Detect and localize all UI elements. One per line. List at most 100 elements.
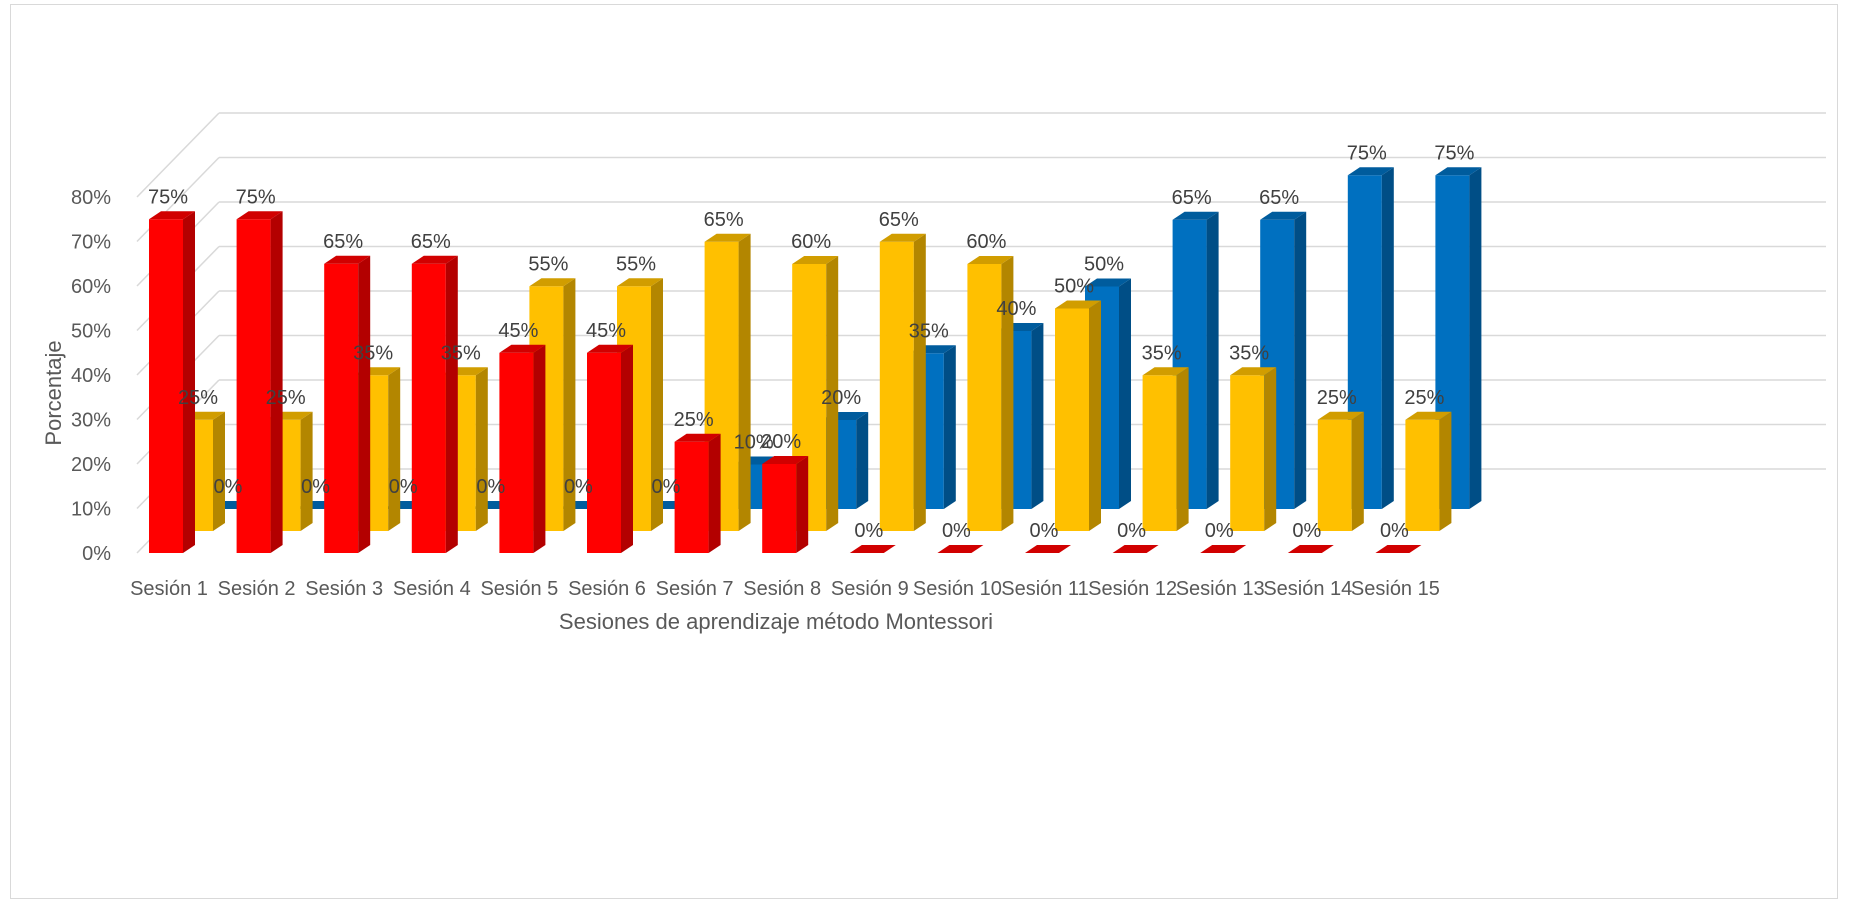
bar-top-face <box>1085 278 1131 287</box>
bars <box>149 167 1482 553</box>
data-label: 65% <box>411 231 451 253</box>
data-label: 35% <box>441 342 481 364</box>
bar-top-face <box>529 278 576 287</box>
bar-series1-1 <box>149 211 195 553</box>
bar-front-face <box>1405 419 1440 531</box>
bar-side-face <box>796 456 809 553</box>
bar-side-face <box>183 211 195 553</box>
bar-side-face <box>1176 367 1189 531</box>
x-category-label: Sesión 4 <box>393 578 471 600</box>
data-label: 65% <box>323 231 363 253</box>
bar-top-face <box>617 278 663 287</box>
bar-top-face <box>1172 211 1219 220</box>
bar-top-face <box>236 211 283 220</box>
bar-series1-4 <box>411 255 458 553</box>
bar-top-face <box>1230 367 1277 376</box>
bar-zero-face <box>1287 545 1334 553</box>
data-label: 75% <box>148 186 188 208</box>
chart-svg: 0%10%20%30%40%50%60%70%80% 0%25%75%0%25%… <box>41 112 1826 634</box>
bar-series1-11 <box>1025 545 1071 553</box>
bar-top-face <box>499 344 546 353</box>
data-label: 65% <box>879 209 919 231</box>
bar-side-face <box>533 344 546 553</box>
bar-front-face <box>324 263 359 553</box>
bar-series2-14 <box>1317 411 1364 531</box>
bar-series2-9 <box>879 233 926 531</box>
y-axis-ticks: 0% 10% 20% 30% 40% 50% 60% 70% 80% <box>71 187 111 565</box>
bar-series1-6 <box>587 344 633 553</box>
data-label: 0% <box>1380 520 1409 542</box>
data-labels: 0% 25% 75% 0% 25% 75% 0% 35% 65% 0% 35% 65% 0% 55% 45%… <box>148 142 1475 542</box>
bar-top-face <box>1405 411 1452 420</box>
data-label: 25% <box>674 409 714 431</box>
bar-side-face <box>1031 323 1044 509</box>
data-label: 75% <box>236 186 276 208</box>
data-label: 0% <box>564 476 593 498</box>
data-label: 35% <box>1142 342 1182 364</box>
bar-zero-face <box>1112 545 1159 553</box>
bar-side-face <box>856 412 869 509</box>
bar-series3-14 <box>1347 167 1394 509</box>
bar-series2-13 <box>1230 367 1277 531</box>
bar-top-face <box>1055 300 1101 309</box>
bar-top-face <box>879 233 926 242</box>
bar-top-face <box>411 255 458 264</box>
bar-front-face <box>879 241 914 531</box>
data-label: 0% <box>1292 520 1321 542</box>
bar-side-face <box>621 344 633 553</box>
data-label: 75% <box>1347 142 1387 164</box>
bar-top-face <box>704 233 751 242</box>
bar-side-face <box>563 278 576 531</box>
data-label: 45% <box>586 320 626 342</box>
bar-series1-5 <box>499 344 546 553</box>
data-label: 0% <box>476 476 505 498</box>
x-category-label: Sesión 2 <box>218 578 296 600</box>
data-label: 0% <box>652 476 681 498</box>
bar-top-face <box>1317 411 1364 420</box>
y-tick-label: 40% <box>71 365 111 387</box>
x-category-label: Sesión 7 <box>656 578 734 600</box>
bar-front-face <box>762 464 797 553</box>
data-label: 10% <box>734 432 774 454</box>
bar-side-face <box>651 278 663 531</box>
data-label: 65% <box>1259 187 1299 209</box>
data-label: 0% <box>854 520 883 542</box>
x-category-label: Sesión 3 <box>305 578 383 600</box>
data-label: 0% <box>301 476 330 498</box>
y-axis-title: Porcentaje <box>41 340 66 445</box>
bar-zero-face <box>937 545 984 553</box>
x-axis-title: Sesiones de aprendizaje método Montessor… <box>559 609 993 634</box>
bar-side-face <box>358 255 371 553</box>
bar-side-face <box>1381 167 1394 509</box>
bar-series1-15 <box>1375 545 1422 553</box>
bar-zero-face <box>1200 545 1247 553</box>
data-label: 20% <box>821 387 861 409</box>
x-category-label: Sesión 9 <box>831 578 909 600</box>
data-label: 60% <box>791 231 831 253</box>
bar-front-face <box>499 352 534 553</box>
data-label: 0% <box>1117 520 1146 542</box>
x-category-label: Sesión 15 <box>1351 578 1440 600</box>
data-label: 45% <box>498 320 538 342</box>
bar-side-face <box>1264 367 1277 531</box>
bar-side-face <box>1469 167 1482 509</box>
bar-top-face <box>1142 367 1189 376</box>
bar-side-face <box>270 211 283 553</box>
x-category-label: Sesión 1 <box>130 578 208 600</box>
bar-front-face <box>236 219 271 553</box>
y-tick-label: 70% <box>71 232 111 254</box>
data-label: 0% <box>389 476 418 498</box>
bar-top-face <box>762 456 809 464</box>
data-label: 55% <box>616 253 656 275</box>
data-label: 25% <box>266 387 306 409</box>
bar-side-face <box>1001 256 1014 531</box>
data-label: 0% <box>942 520 971 542</box>
bar-series1-3 <box>324 255 371 553</box>
bar-front-face <box>1142 375 1177 531</box>
bar-top-face <box>967 256 1014 264</box>
bar-side-face <box>1089 300 1101 531</box>
x-category-label: Sesión 10 <box>913 578 1002 600</box>
bar-side-face <box>1119 278 1131 509</box>
y-tick-label: 50% <box>71 321 111 343</box>
data-label: 20% <box>761 431 801 453</box>
